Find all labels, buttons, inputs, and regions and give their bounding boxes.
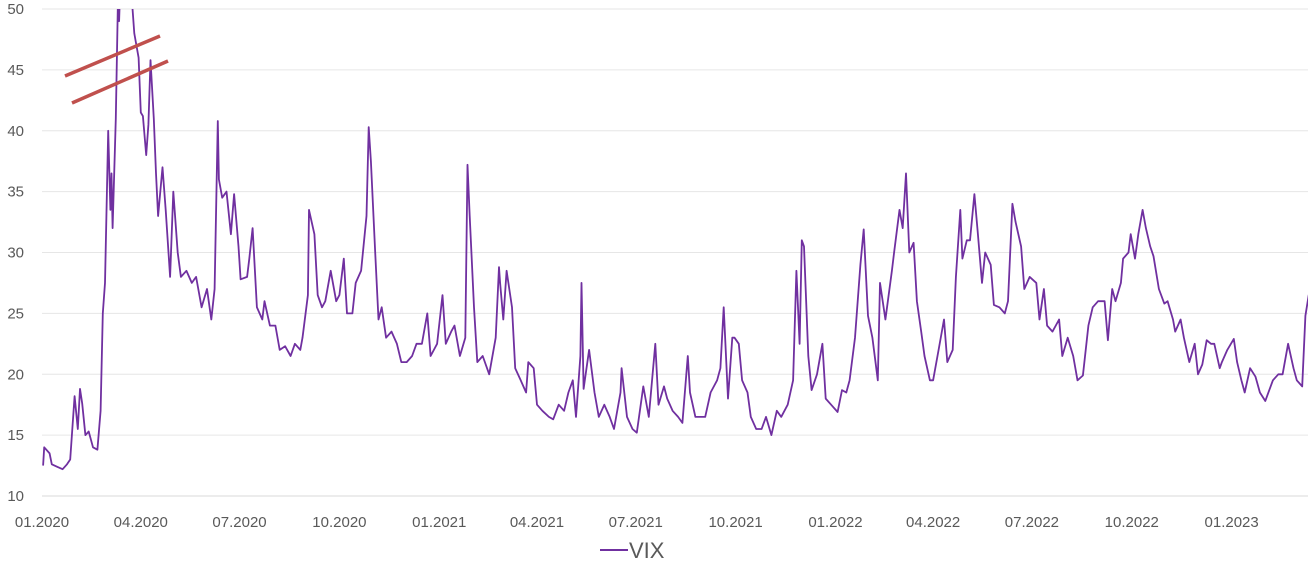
legend-label-vix: VIX xyxy=(629,538,665,563)
x-tick-label: 04.2020 xyxy=(114,514,168,531)
y-tick-label: 40 xyxy=(7,123,24,140)
series-line-vix xyxy=(42,9,1308,471)
x-tick-label: 07.2021 xyxy=(609,514,663,531)
horizontal-gridlines xyxy=(42,8,1308,436)
legend: VIX xyxy=(600,538,665,563)
y-tick-label: 10 xyxy=(7,488,24,505)
x-tick-label: 10.2021 xyxy=(708,514,762,531)
y-tick-label: 50 xyxy=(7,1,24,18)
x-tick-label: 04.2021 xyxy=(510,514,564,531)
x-tick-label: 07.2022 xyxy=(1005,514,1059,531)
x-tick-label: 07.2020 xyxy=(212,514,266,531)
y-tick-label: 15 xyxy=(7,427,24,444)
axis-break-marker xyxy=(64,34,169,105)
x-tick-label: 01.2022 xyxy=(808,514,862,531)
y-tick-label: 35 xyxy=(7,184,24,201)
x-axis-tick-labels: 01.2020 04.2020 07.2020 10.2020 01.2021 04.20… xyxy=(15,514,1259,531)
y-tick-label: 45 xyxy=(7,62,24,79)
y-tick-label: 30 xyxy=(7,245,24,262)
y-tick-label: 20 xyxy=(7,366,24,383)
x-tick-label: 01.2020 xyxy=(15,514,69,531)
y-axis-tick-labels: 10 15 20 25 30 35 40 45 50 xyxy=(7,1,24,505)
x-tick-label: 04.2022 xyxy=(906,514,960,531)
x-tick-label: 01.2023 xyxy=(1205,514,1259,531)
x-tick-label: 01.2021 xyxy=(412,514,466,531)
x-tick-label: 10.2020 xyxy=(312,514,366,531)
axis-break-line xyxy=(64,34,161,78)
y-tick-label: 25 xyxy=(7,305,24,322)
axis-break-line xyxy=(71,59,169,105)
x-tick-label: 10.2022 xyxy=(1105,514,1159,531)
